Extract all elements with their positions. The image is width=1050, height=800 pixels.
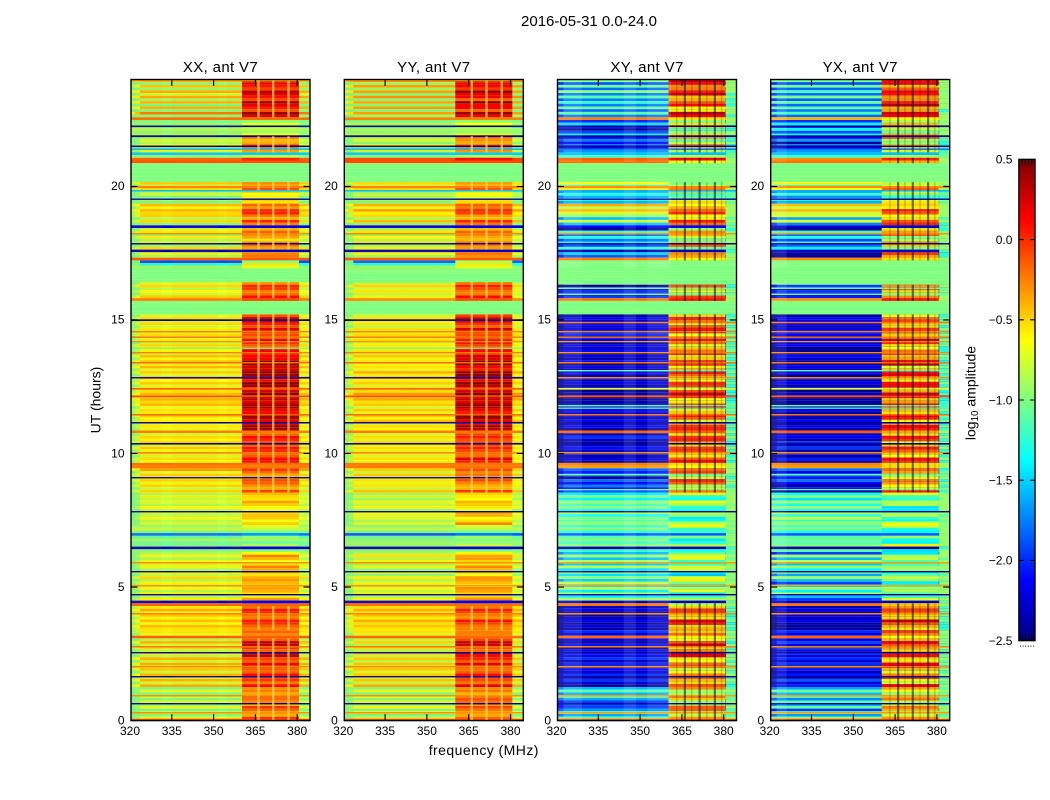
svg-text:−2.0: −2.0 [989, 554, 1013, 568]
svg-text:XY, ant V7: XY, ant V7 [610, 59, 683, 76]
svg-text:10: 10 [324, 446, 338, 460]
svg-text:20: 20 [538, 179, 552, 193]
svg-text:20: 20 [324, 179, 338, 193]
svg-text:350: 350 [417, 724, 437, 738]
svg-text:15: 15 [538, 313, 552, 327]
svg-text:15: 15 [751, 313, 765, 327]
svg-text:0: 0 [331, 713, 338, 727]
svg-text:YY, ant V7: YY, ant V7 [397, 59, 470, 76]
svg-text:335: 335 [162, 724, 182, 738]
svg-text:365: 365 [459, 724, 479, 738]
svg-text:0.5: 0.5 [996, 153, 1013, 167]
svg-text:380: 380 [500, 724, 520, 738]
svg-text:365: 365 [672, 724, 692, 738]
svg-text:5: 5 [331, 580, 338, 594]
svg-text:320: 320 [760, 724, 780, 738]
svg-text:380: 380 [927, 724, 947, 738]
svg-text:−2.5: −2.5 [989, 634, 1013, 648]
svg-text:−1.0: −1.0 [989, 393, 1013, 407]
svg-text:10: 10 [111, 446, 125, 460]
svg-text:0.0: 0.0 [996, 233, 1013, 247]
svg-text:0: 0 [758, 713, 765, 727]
svg-text:log10 amplitude: log10 amplitude [963, 346, 982, 440]
svg-text:350: 350 [630, 724, 650, 738]
svg-text:10: 10 [538, 446, 552, 460]
svg-text:5: 5 [544, 580, 551, 594]
svg-text:20: 20 [751, 179, 765, 193]
svg-text:335: 335 [375, 724, 395, 738]
svg-text:320: 320 [333, 724, 353, 738]
svg-text:380: 380 [287, 724, 307, 738]
svg-text:YX, ant V7: YX, ant V7 [823, 59, 898, 76]
svg-text:2016-05-31 0.0-24.0: 2016-05-31 0.0-24.0 [521, 13, 657, 30]
svg-text:XX, ant V7: XX, ant V7 [183, 59, 258, 76]
svg-text:365: 365 [245, 724, 265, 738]
svg-text:320: 320 [546, 724, 566, 738]
svg-text:365: 365 [885, 724, 905, 738]
svg-text:0: 0 [544, 713, 551, 727]
svg-text:UT (hours): UT (hours) [88, 367, 104, 434]
svg-text:0: 0 [118, 713, 125, 727]
svg-text:335: 335 [801, 724, 821, 738]
svg-text:frequency (MHz): frequency (MHz) [429, 742, 539, 758]
svg-text:−1.5: −1.5 [989, 474, 1013, 488]
svg-text:350: 350 [843, 724, 863, 738]
svg-text:10: 10 [751, 446, 765, 460]
svg-text:15: 15 [111, 313, 125, 327]
svg-text:320: 320 [120, 724, 140, 738]
svg-text:5: 5 [118, 580, 125, 594]
svg-text:5: 5 [758, 580, 765, 594]
svg-text:15: 15 [324, 313, 338, 327]
svg-text:350: 350 [204, 724, 224, 738]
svg-text:−0.5: −0.5 [989, 313, 1013, 327]
svg-text:335: 335 [588, 724, 608, 738]
svg-text:20: 20 [111, 179, 125, 193]
svg-text:380: 380 [714, 724, 734, 738]
